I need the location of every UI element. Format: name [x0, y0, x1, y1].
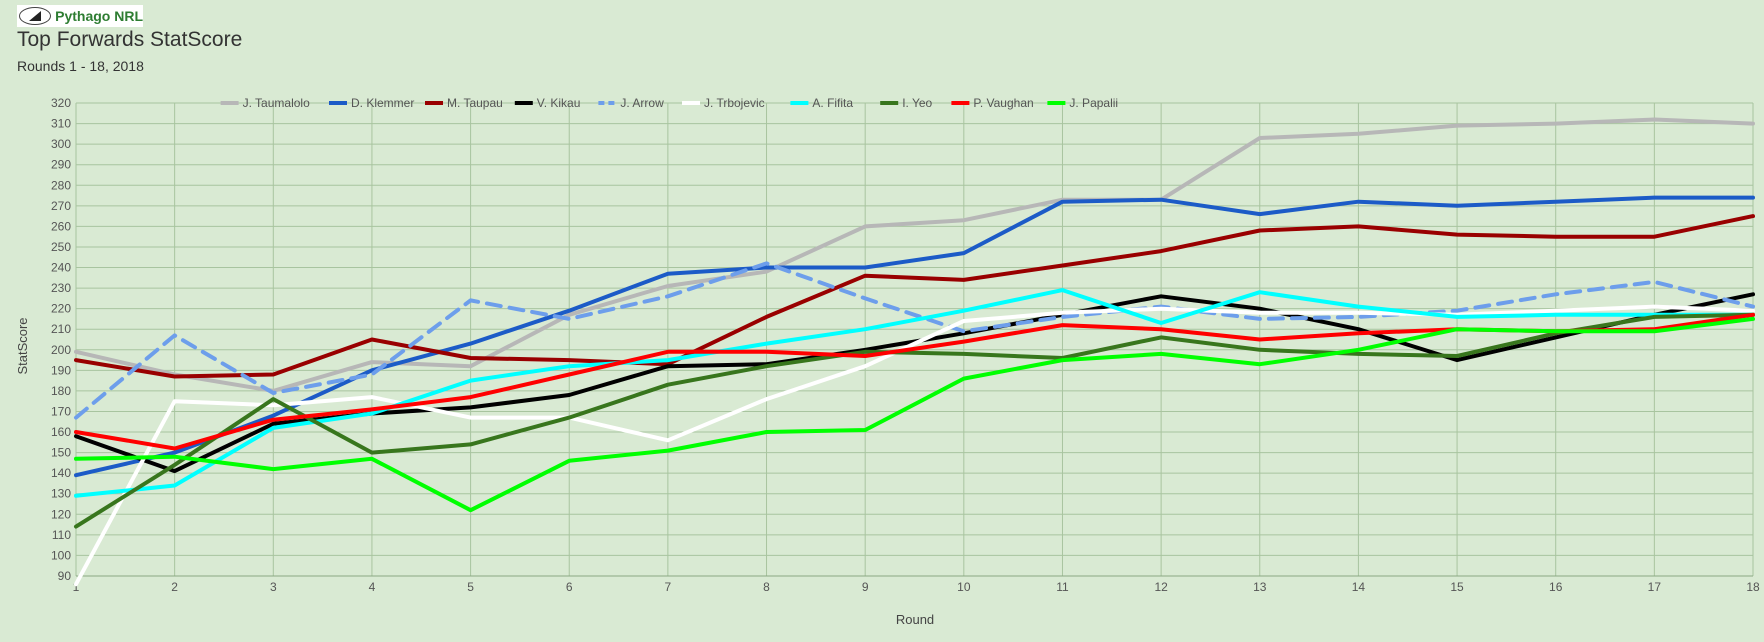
- series-line-m-taupau: [74, 214, 1755, 379]
- y-tick-label: 320: [51, 96, 71, 110]
- x-tick-label: 18: [1746, 580, 1760, 594]
- x-axis-label: Round: [896, 612, 934, 627]
- x-tick-label: 5: [467, 580, 474, 594]
- x-tick-label: 10: [957, 580, 971, 594]
- series-line-i-yeo: [74, 312, 1755, 529]
- y-tick-label: 210: [51, 322, 71, 336]
- legend-label-p-vaughan: P. Vaughan: [973, 96, 1033, 110]
- logo-text: Pythago NRL: [55, 8, 143, 24]
- logo-mark-icon: [19, 7, 52, 25]
- y-tick-label: 310: [51, 117, 71, 131]
- series-line-j-papalii: [74, 316, 1755, 513]
- chart-grid: [75, 102, 1754, 577]
- y-tick-label: 160: [51, 425, 71, 439]
- y-tick-label: 230: [51, 281, 71, 295]
- series-line-j-trbojevic: [74, 304, 1755, 587]
- y-tick-label: 220: [51, 302, 71, 316]
- legend-label-i-yeo: I. Yeo: [902, 96, 932, 110]
- y-tick-label: 120: [51, 507, 71, 521]
- x-tick-label: 9: [862, 580, 869, 594]
- y-tick-label: 250: [51, 240, 71, 254]
- y-tick-label: 90: [58, 569, 72, 583]
- y-tick-label: 280: [51, 178, 71, 192]
- y-tick-label: 170: [51, 404, 71, 418]
- logo: Pythago NRL: [17, 5, 143, 27]
- y-tick-label: 150: [51, 446, 71, 460]
- y-tick-label: 130: [51, 487, 71, 501]
- x-axis-ticks: 1 2 3 4 5 6 7 8 9 10 11 12 13 14 15 16 17 18: [73, 580, 1760, 594]
- x-tick-label: 1: [73, 580, 80, 594]
- legend-label-j-arrow: J. Arrow: [620, 96, 664, 110]
- y-tick-label: 190: [51, 363, 71, 377]
- x-tick-label: 3: [270, 580, 277, 594]
- x-tick-label: 14: [1352, 580, 1366, 594]
- series-line-d-klemmer: [74, 195, 1755, 478]
- y-tick-label: 140: [51, 466, 71, 480]
- x-tick-label: 17: [1648, 580, 1662, 594]
- x-tick-label: 12: [1154, 580, 1168, 594]
- y-tick-label: 100: [51, 548, 71, 562]
- y-tick-label: 180: [51, 384, 71, 398]
- x-tick-label: 4: [369, 580, 376, 594]
- y-tick-label: 110: [52, 528, 71, 542]
- legend-label-m-taupau: M. Taupau: [447, 96, 503, 110]
- x-tick-label: 11: [1056, 580, 1069, 594]
- x-tick-label: 7: [665, 580, 672, 594]
- x-tick-label: 13: [1253, 580, 1267, 594]
- legend-label-d-klemmer: D. Klemmer: [351, 96, 414, 110]
- legend-label-j-taumalolo: J. Taumalolo: [243, 96, 310, 110]
- chart-legend: J. Taumalolo D. Klemmer M. Taupau V. Kikau J…: [220, 96, 1118, 110]
- series-line-j-arrow: [74, 261, 1755, 420]
- legend-label-v-kikau: V. Kikau: [537, 96, 581, 110]
- series-line-a-fifita: [74, 288, 1755, 498]
- y-tick-label: 240: [51, 261, 71, 275]
- y-axis-label: StatScore: [15, 317, 30, 374]
- y-axis-ticks: 90 100 110 120 130 140 150 160 170 180 190 200 210 22…: [51, 96, 71, 583]
- series-lines: [74, 117, 1755, 587]
- y-tick-label: 200: [51, 343, 71, 357]
- chart-title: Top Forwards StatScore: [17, 28, 243, 51]
- x-tick-label: 6: [566, 580, 573, 594]
- x-tick-label: 8: [763, 580, 770, 594]
- legend-label-j-papalii: J. Papalii: [1069, 96, 1118, 110]
- legend-label-a-fifita: A. Fifita: [812, 96, 853, 110]
- series-line-j-taumalolo: [74, 117, 1755, 393]
- legend-label-j-trbojevic: J. Trbojevic: [704, 96, 765, 110]
- x-tick-label: 2: [171, 580, 178, 594]
- y-tick-label: 300: [51, 137, 71, 151]
- y-tick-label: 270: [51, 199, 71, 213]
- x-tick-label: 15: [1450, 580, 1464, 594]
- y-tick-label: 290: [51, 158, 71, 172]
- triangle-icon: [29, 11, 42, 21]
- y-tick-label: 260: [51, 219, 71, 233]
- x-tick-label: 16: [1549, 580, 1563, 594]
- chart-subtitle: Rounds 1 - 18, 2018: [17, 58, 144, 74]
